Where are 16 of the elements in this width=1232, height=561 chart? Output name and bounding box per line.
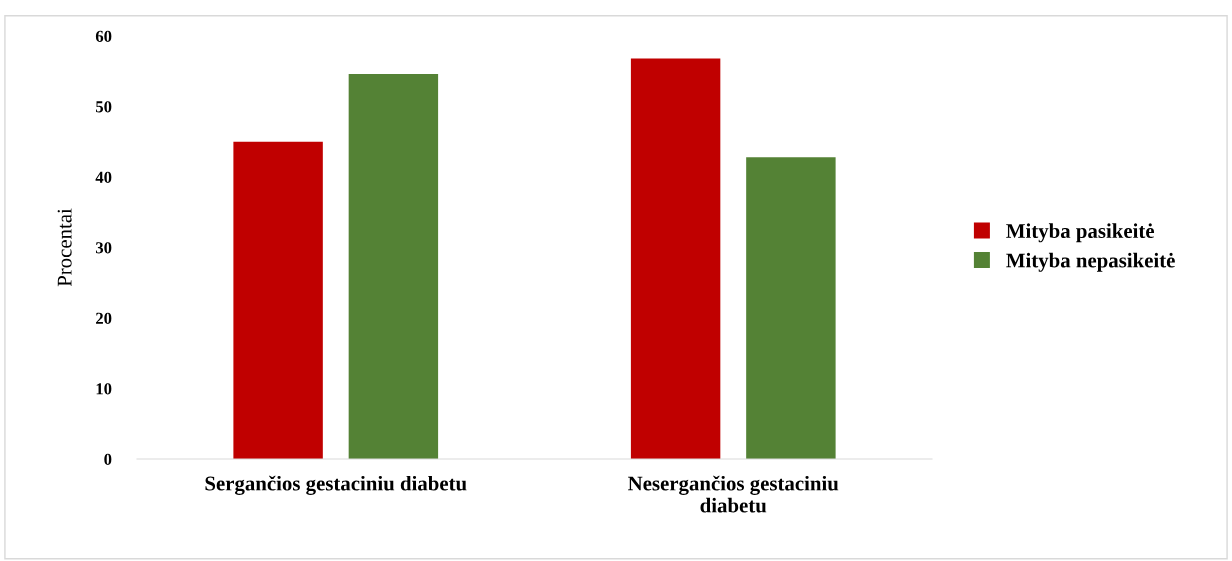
y-tick-label: 30	[95, 242, 112, 254]
bar	[233, 141, 323, 459]
bar	[630, 58, 721, 459]
x-tick-label: Nesergančios gestaciniu diabetu	[628, 475, 839, 513]
y-tick-label: 50	[96, 101, 112, 113]
legend-label: Mityba pasikeitė	[1006, 223, 1155, 243]
y-tick-label: 20	[96, 312, 112, 324]
bar	[348, 74, 439, 459]
x-tick-label: Sergančios gestaciniu diabetu	[205, 475, 467, 495]
y-tick-label: 40	[95, 171, 112, 183]
y-axis-title: Procentai	[57, 208, 72, 287]
legend-label: Mityba nepasikeitė	[1006, 252, 1175, 272]
y-tick-label: 0	[104, 453, 112, 465]
y-tick-label: 60	[95, 30, 112, 42]
y-tick-label: 10	[96, 383, 112, 395]
bar	[746, 157, 836, 459]
